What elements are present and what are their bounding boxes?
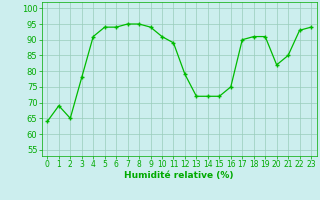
X-axis label: Humidité relative (%): Humidité relative (%) [124,171,234,180]
